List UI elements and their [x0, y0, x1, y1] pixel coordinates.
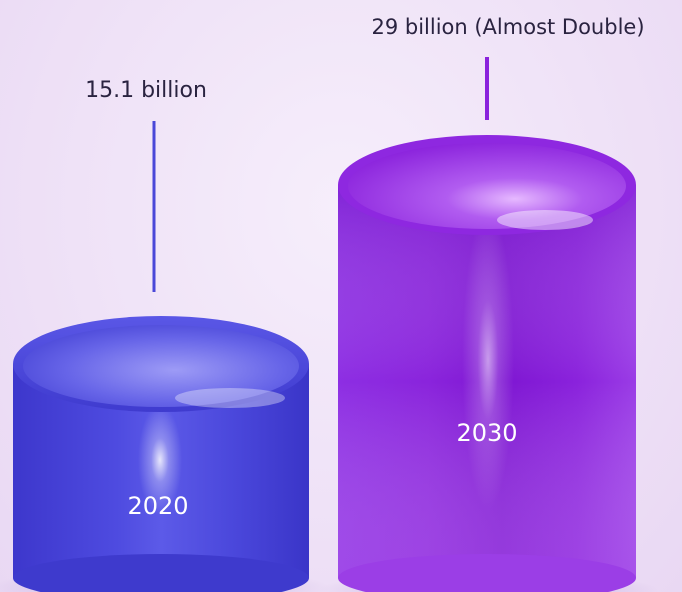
category-label-2030: 2030: [456, 419, 517, 447]
category-label-2020: 2020: [127, 492, 188, 520]
bar-2030: [318, 135, 658, 592]
bar-2020: [0, 316, 330, 592]
value-label-2030: 29 billion (Almost Double): [371, 15, 644, 39]
value-label-2020: 15.1 billion: [85, 78, 207, 103]
